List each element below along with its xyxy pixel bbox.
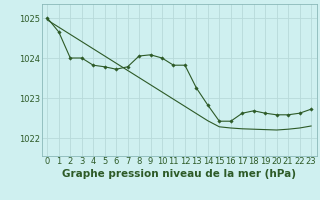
X-axis label: Graphe pression niveau de la mer (hPa): Graphe pression niveau de la mer (hPa): [62, 169, 296, 179]
